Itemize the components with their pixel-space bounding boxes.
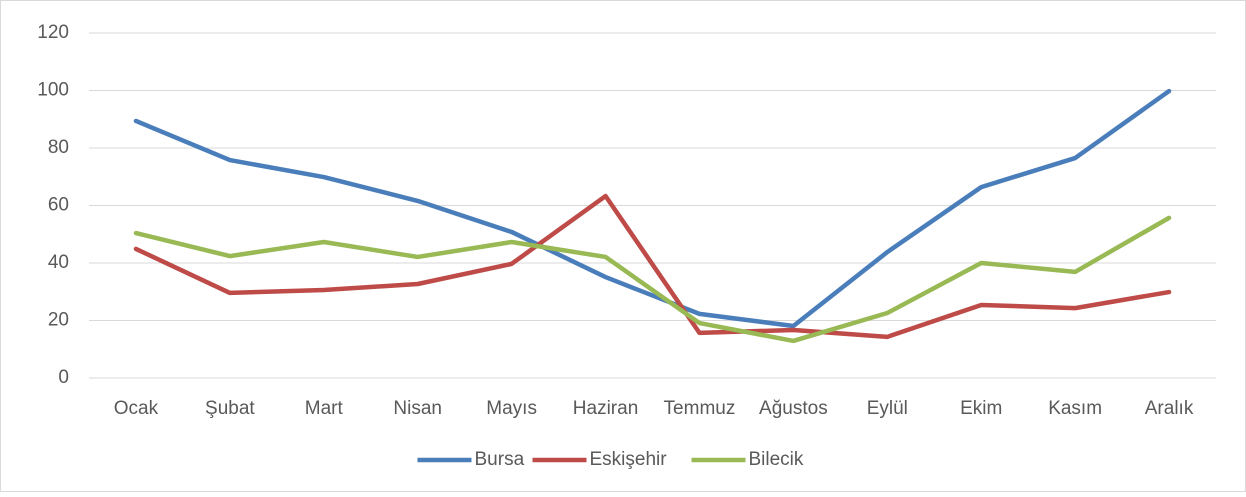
legend-label: Bilecik: [749, 449, 804, 470]
x-tick-label: Aralık: [1145, 398, 1194, 419]
y-tick-label: 120: [37, 22, 69, 43]
x-tick-label: Mayıs: [486, 398, 537, 419]
series-line: [133, 215, 1172, 344]
x-tick-label: Kasım: [1048, 398, 1102, 419]
legend-label: Bursa: [475, 449, 525, 470]
y-tick-label: 80: [48, 137, 69, 158]
y-tick-label: 60: [48, 195, 69, 216]
x-tick-label: Ağustos: [759, 398, 828, 419]
x-tick-label: Şubat: [205, 398, 255, 419]
x-tick-label: Haziran: [573, 398, 638, 419]
x-tick-label: Ekim: [960, 398, 1002, 419]
x-tick-label: Eylül: [867, 398, 908, 419]
legend-label: Eskişehir: [590, 449, 668, 470]
y-tick-label: 0: [58, 367, 69, 388]
x-tick-label: Nisan: [393, 398, 442, 419]
y-tick-label: 100: [37, 80, 69, 101]
y-tick-label: 20: [48, 310, 69, 331]
x-tick-label: Temmuz: [664, 398, 736, 419]
series-line: [133, 88, 1172, 329]
x-tick-label: Ocak: [114, 398, 159, 419]
x-tick-label: Mart: [305, 398, 344, 419]
series-line: [133, 193, 1172, 340]
y-tick-label: 40: [48, 252, 69, 273]
